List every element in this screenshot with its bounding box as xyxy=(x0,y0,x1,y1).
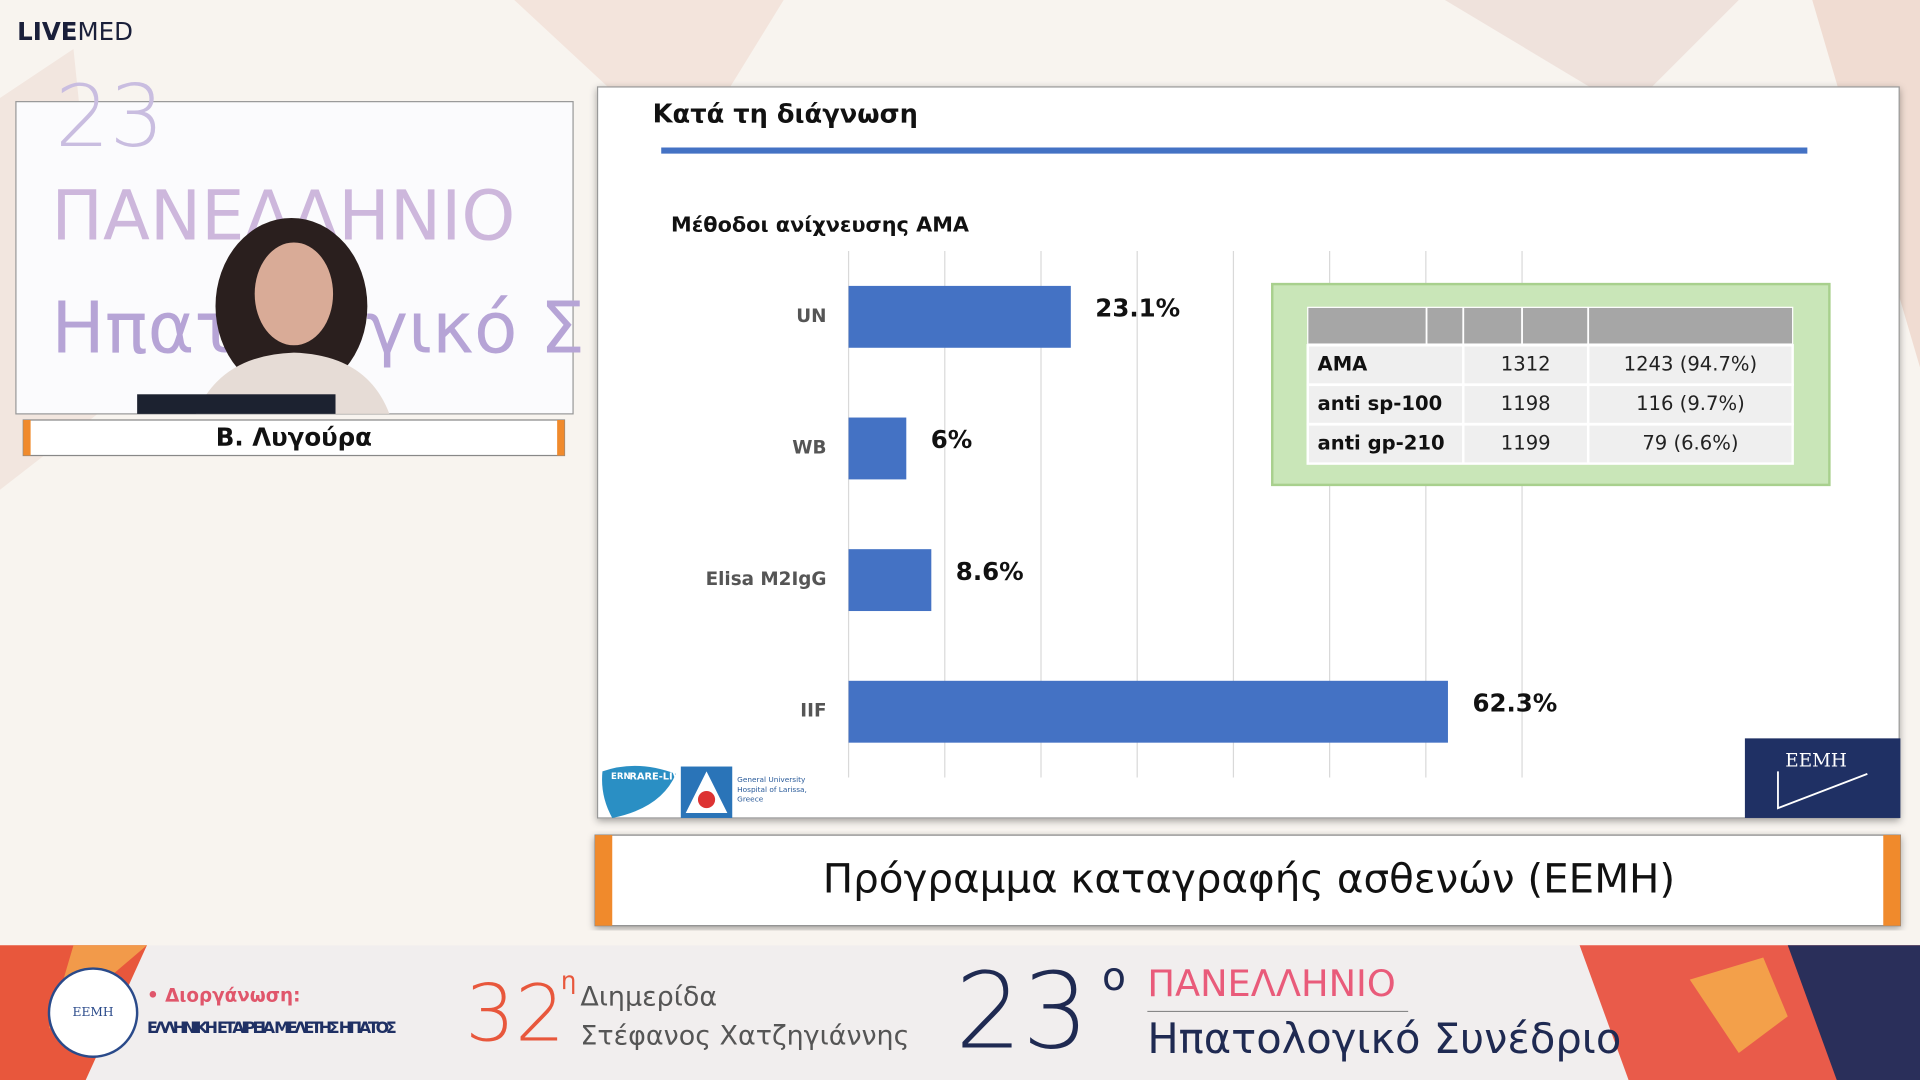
bg-shape xyxy=(514,0,784,160)
edition-sup: η xyxy=(561,966,577,995)
table-row xyxy=(1306,423,1794,465)
table-cell: anti gp-210 xyxy=(1318,432,1445,455)
table-header xyxy=(1307,306,1794,345)
bg-shape xyxy=(1444,0,1739,111)
y-tick-label: UN xyxy=(796,306,826,327)
table-cell: 116 (9.7%) xyxy=(1636,392,1745,415)
table-cell: 79 (6.6%) xyxy=(1642,432,1738,455)
liver-graphic xyxy=(1689,957,1788,1054)
chart: UN 23.1% WB 6% Elisa M2IgG 8.6% IIF 62.3% xyxy=(706,251,1557,778)
logo-text: RARE-LIVER xyxy=(629,771,694,782)
logo-text: Hospital of Larissa, xyxy=(737,785,807,794)
table-cell: anti sp-100 xyxy=(1318,392,1443,415)
bar xyxy=(848,549,932,612)
eemh-logo-mark xyxy=(1777,771,1868,810)
event: Διημερίδα xyxy=(580,981,717,1012)
table: AMA 1312 1243 (94.7%) anti sp-100 1198 116 (9… xyxy=(1306,306,1794,465)
congress: ΠΑΝΕΛΛΗΝΙΟ xyxy=(1147,962,1395,1005)
brand: LIVEMED xyxy=(17,17,133,46)
organizer-label: • Διοργάνωση: xyxy=(147,986,301,1007)
bar xyxy=(848,285,1071,348)
y-tick-label: Elisa M2IgG xyxy=(706,569,827,590)
ern-logo xyxy=(602,765,676,818)
backdrop-text: 23 xyxy=(55,67,164,167)
table-cell: 1312 xyxy=(1501,352,1551,375)
data-label: 23.1% xyxy=(1095,293,1180,322)
logo-text: General University xyxy=(737,775,806,784)
laptop xyxy=(137,394,336,414)
speaker-name: Β. Λυγούρα xyxy=(216,422,372,451)
logo-text: EEMH xyxy=(1785,751,1847,772)
table-cell: 1243 (94.7%) xyxy=(1624,352,1758,375)
data-label: 6% xyxy=(931,425,973,454)
data-label: 62.3% xyxy=(1472,688,1557,717)
bar xyxy=(848,417,907,480)
logo-text: ERN xyxy=(611,772,631,782)
y-tick-label: IIF xyxy=(800,701,826,722)
table-row xyxy=(1306,383,1794,426)
table-row xyxy=(1306,344,1794,386)
data-label: 8.6% xyxy=(956,557,1024,586)
speaker-face xyxy=(254,242,334,346)
eemh-logo xyxy=(1744,738,1901,818)
congress-sup: ο xyxy=(1102,955,1126,1000)
caption-bar xyxy=(594,834,1902,927)
chart-title: Μέθοδοι ανίχνευσης AMA xyxy=(671,212,969,236)
table-cell: AMA xyxy=(1318,352,1369,375)
table-cell: 1198 xyxy=(1501,392,1551,415)
caption: Πρόγραμμα καταγραφής ασθενών (ΕΕΜΗ) xyxy=(823,855,1675,903)
organizer: ΕΛΛΗΝΙΚΗ ΕΤΑΙΡΕΙΑ ΜΕΛΕΤΗΣ ΗΠΑΤΟΣ xyxy=(147,1018,397,1037)
congress-no: 23 xyxy=(955,950,1089,1073)
footer-logo xyxy=(47,967,139,1058)
footer-shape xyxy=(1787,945,1920,1080)
y-tick-label: WB xyxy=(792,437,826,458)
bar xyxy=(848,680,1448,743)
event: Στέφανος Χατζηγιάννης xyxy=(580,1021,909,1052)
hospital-logo-cross xyxy=(697,791,716,809)
congress: Ηπατολογικό Συνέδριο xyxy=(1147,1014,1621,1063)
caption-accent xyxy=(595,835,613,926)
slide-title: Κατά τη διάγνωση xyxy=(653,100,918,130)
caption-accent xyxy=(1883,835,1901,926)
name-bar-accent xyxy=(23,420,31,456)
logo-text: Greece xyxy=(737,795,764,804)
table-cell: 1199 xyxy=(1501,432,1551,455)
name-bar-accent xyxy=(557,420,565,456)
edition: 32 xyxy=(465,968,565,1059)
logo-text: EEMH xyxy=(73,1005,114,1019)
